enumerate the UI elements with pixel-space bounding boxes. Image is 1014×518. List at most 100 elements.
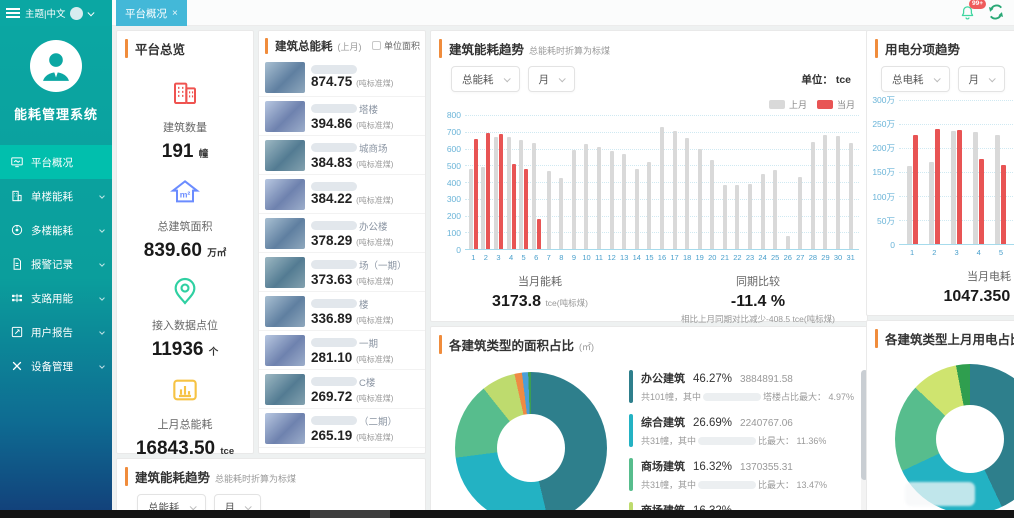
building-photo bbox=[265, 373, 305, 405]
redacted-text bbox=[703, 392, 762, 401]
building-rank-row[interactable]: 场（一期） 373.63 (吨标准煤) bbox=[259, 253, 425, 292]
building-photo bbox=[265, 295, 305, 327]
sidebar-item-platform-overview[interactable]: 平台概况 bbox=[0, 145, 112, 179]
panel-subtitle: 总能耗时折算为标煤 bbox=[215, 474, 297, 484]
period-select[interactable]: 月 bbox=[957, 66, 1005, 92]
building-rank-row[interactable]: 一期 281.10 (吨标准煤) bbox=[259, 331, 425, 370]
chevron-down-icon bbox=[99, 261, 105, 267]
redacted-text bbox=[311, 65, 357, 74]
house-area-icon: m² bbox=[170, 180, 200, 203]
building-photo bbox=[265, 217, 305, 249]
notification-bell-icon[interactable]: 99+ bbox=[957, 0, 986, 23]
panel-subtitle: 总能耗时折算为标煤 bbox=[529, 46, 611, 56]
device-manage-icon bbox=[12, 361, 22, 371]
user-avatar[interactable] bbox=[70, 6, 84, 20]
checkbox-icon[interactable] bbox=[371, 41, 381, 50]
building-rank-list: 874.75 (吨标准煤) 塔楼 394.86 (吨标准煤) 城商场 384.83 (吨… bbox=[259, 58, 425, 448]
tab-platform-overview[interactable]: 平台概况 × bbox=[116, 0, 187, 26]
topbar: 主题|中文 平台概况 × 99+ bbox=[0, 0, 1014, 26]
branch-energy-icon bbox=[12, 293, 22, 303]
sidebar-item-user-reports[interactable]: 用户报告 bbox=[0, 315, 112, 349]
bottom-scrollbar-thumb[interactable] bbox=[310, 510, 390, 518]
building-rank-row[interactable]: 办公楼 378.29 (吨标准煤) bbox=[259, 214, 425, 253]
sidebar: 能耗管理系统 平台概况 单楼能耗 多楼能耗 报警记录 bbox=[0, 26, 112, 510]
building-rank-row[interactable]: 楼 336.89 (吨标准煤) bbox=[259, 292, 425, 331]
legend-current-month[interactable]: 当月 bbox=[816, 98, 855, 111]
stat-data-points: 接入数据点位 11936 个 bbox=[117, 275, 253, 361]
building-photo bbox=[265, 256, 305, 288]
current-month-energy: 当月能耗 3173.8 tce(吨标煤) bbox=[492, 276, 588, 310]
chevron-down-icon bbox=[99, 363, 105, 369]
logo-avatar bbox=[30, 40, 82, 92]
power-trend-stats: 当月电耗 1047.350 (万千 bbox=[867, 268, 1014, 306]
building-rank-row[interactable]: C楼 269.72 (吨标准煤) bbox=[259, 370, 425, 409]
notification-badge: 99+ bbox=[968, 0, 986, 9]
stat-building-count: 建筑数量 191 幢 bbox=[117, 77, 253, 163]
current-month-power: 当月电耗 1047.350 (万千 bbox=[943, 271, 1011, 305]
y-axis: 800 700 600 500 400 300 200 100 0 bbox=[446, 110, 461, 255]
sidebar-item-multi-building-energy[interactable]: 多楼能耗 bbox=[0, 213, 112, 247]
app-logo: 能耗管理系统 bbox=[0, 26, 112, 123]
sidebar-menu: 平台概况 单楼能耗 多楼能耗 报警记录 支路用能 bbox=[0, 145, 112, 383]
energy-trend-stats: 当月能耗 3173.8 tce(吨标煤) 同期比较 -11.4 % 相比上月同期… bbox=[431, 273, 867, 325]
legend-item-mall: 商场建筑 16.32% 1370355.31 共31幢，其中 比最大： 13.47% bbox=[629, 458, 854, 491]
period-select[interactable]: 月 bbox=[213, 494, 261, 510]
user-report-icon bbox=[11, 326, 23, 338]
energy-type-select[interactable]: 总能耗 bbox=[137, 494, 206, 510]
theme-language-label[interactable]: 主题|中文 bbox=[25, 9, 66, 20]
panel-energy-trend: 建筑能耗趋势 总能耗时折算为标煤 总能耗 月 单位： tce 上月 当月 800… bbox=[430, 30, 868, 325]
chevron-down-icon bbox=[558, 74, 566, 82]
chart-plot bbox=[899, 100, 1014, 245]
period-select[interactable]: 月 bbox=[527, 66, 575, 92]
bottom-scrollbar[interactable] bbox=[0, 510, 1014, 518]
topbar-left: 主题|中文 bbox=[0, 0, 112, 26]
building-rank-row[interactable]: 城商场 384.83 (吨标准煤) bbox=[259, 136, 425, 175]
power-type-select[interactable]: 总电耗 bbox=[881, 66, 950, 92]
refresh-icon[interactable] bbox=[986, 1, 1006, 23]
redacted-text bbox=[311, 299, 357, 308]
chart-legend: 上月 当月 bbox=[431, 98, 867, 113]
legend-scrollbar[interactable] bbox=[861, 370, 869, 510]
redacted-text bbox=[698, 436, 757, 445]
building-rank-row[interactable]: （二期） 265.19 (吨标准煤) bbox=[259, 409, 425, 448]
redacted-text bbox=[698, 480, 757, 489]
panel-power-pie: 各建筑类型上月用电占比 (kW·h) bbox=[866, 320, 1014, 510]
tab-close-icon[interactable]: × bbox=[172, 7, 178, 19]
building-rank-row[interactable]: 874.75 (吨标准煤) bbox=[259, 58, 425, 97]
area-pie-legend: 办公建筑 46.27% 3884891.58 共101幢，其中 塔楼占比最大： 4.9… bbox=[607, 364, 869, 510]
scrollbar-thumb[interactable] bbox=[861, 370, 869, 480]
sidebar-item-branch-energy[interactable]: 支路用能 bbox=[0, 281, 112, 315]
panel-title-unit: (㎡) bbox=[579, 342, 595, 352]
panel-energy-trend-bottom: 建筑能耗趋势 总能耗时折算为标煤 总能耗 月 bbox=[116, 458, 426, 510]
legend-last-month[interactable]: 上月 bbox=[768, 98, 807, 111]
svg-text:m²: m² bbox=[180, 190, 191, 200]
buildings-icon bbox=[174, 82, 196, 104]
redacted-text bbox=[311, 182, 357, 191]
chevron-down-icon[interactable] bbox=[88, 9, 95, 16]
hamburger-icon[interactable] bbox=[6, 8, 20, 18]
sidebar-item-alarm-records[interactable]: 报警记录 bbox=[0, 247, 112, 281]
panel-area-pie: 各建筑类型的面积占比 (㎡) 办公建筑 46.27% 3884891.58 共101… bbox=[430, 326, 869, 510]
chevron-down-icon bbox=[988, 74, 996, 82]
sidebar-item-device-management[interactable]: 设备管理 bbox=[0, 349, 112, 383]
sidebar-item-single-building-energy[interactable]: 单楼能耗 bbox=[0, 179, 112, 213]
app-title: 能耗管理系统 bbox=[13, 107, 98, 122]
panel-title: 各建筑类型的面积占比 bbox=[449, 339, 575, 353]
panel-title: 建筑能耗趋势 bbox=[135, 471, 211, 485]
building-photo bbox=[265, 334, 305, 366]
building-rank-row[interactable]: 塔楼 394.86 (吨标准煤) bbox=[259, 97, 425, 136]
building-rank-row[interactable]: 384.22 (吨标准煤) bbox=[259, 175, 425, 214]
legend-item-complex: 综合建筑 26.69% 2240767.06 共31幢，其中 比最大： 11.36% bbox=[629, 414, 854, 447]
energy-trend-bar-chart: 800 700 600 500 400 300 200 100 0 1 2 3 4 5 6 7 8 9 10 11 1… bbox=[431, 110, 867, 263]
chevron-down-icon bbox=[244, 502, 252, 510]
main-content: 平台总览 建筑数量 191 幢 m² 总建筑面积 839.60 万㎡ 接入数据点… bbox=[112, 26, 1014, 510]
unit-area-checkbox[interactable]: 单位面积 bbox=[371, 39, 420, 52]
y-axis: 300万 250万 200万 150万 100万 50万 0 bbox=[872, 95, 895, 250]
alarm-record-icon bbox=[13, 258, 21, 270]
building-photo bbox=[265, 139, 305, 171]
energy-type-select[interactable]: 总能耗 bbox=[451, 66, 520, 92]
